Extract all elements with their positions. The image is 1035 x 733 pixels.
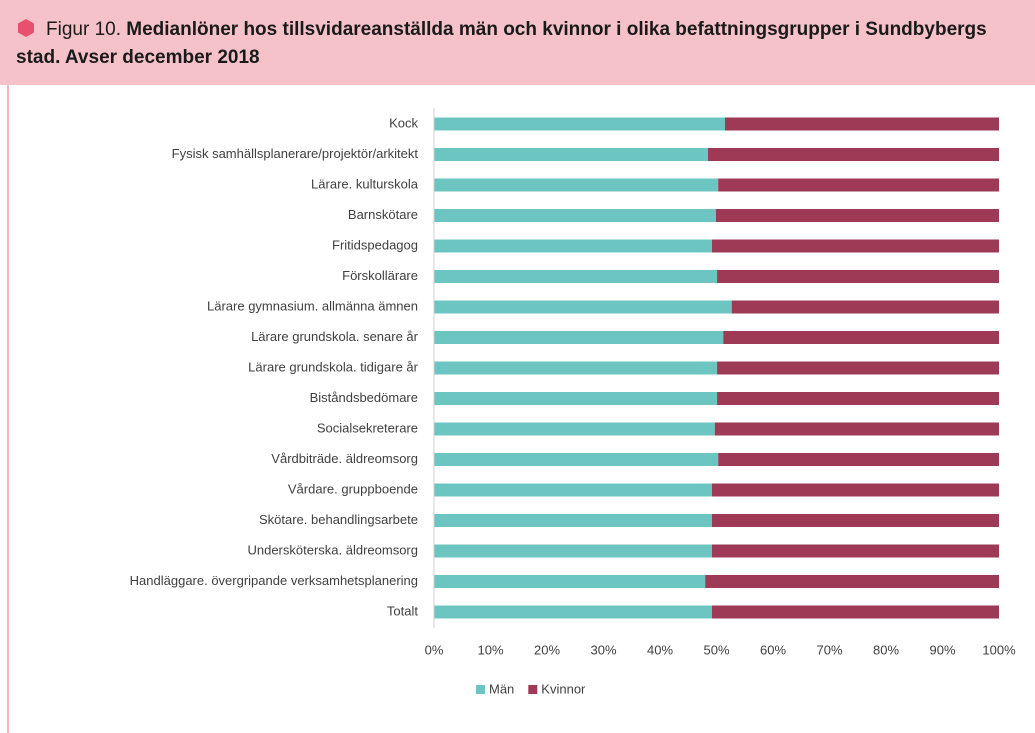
hexagon-icon: [18, 19, 34, 37]
y-tick-label: Biståndsbedömare: [310, 390, 418, 405]
bar-segment: [434, 392, 718, 405]
legend-swatch: [476, 685, 485, 694]
x-tick-label: 60%: [760, 642, 786, 657]
bar-segment: [715, 209, 999, 222]
y-tick-label: Lärare. kulturskola: [311, 176, 419, 191]
bar-segment: [434, 453, 719, 466]
x-tick-label: 0%: [425, 642, 444, 657]
bar-segment: [434, 575, 706, 588]
bar-segment: [723, 331, 999, 344]
bar-segment: [717, 361, 999, 375]
y-tick-label: Socialsekreterare: [317, 420, 418, 435]
y-tick-label: Förskollärare: [342, 268, 418, 283]
bar-segment: [731, 300, 999, 314]
bar-segment: [434, 544, 712, 558]
bar-segment: [708, 148, 999, 161]
y-tick-label: Lärare grundskola. tidigare år: [248, 359, 418, 374]
x-tick-label: 20%: [534, 642, 560, 657]
y-tick-label: Totalt: [387, 603, 418, 618]
bar-segment: [434, 300, 732, 314]
y-tick-label: Barnskötare: [348, 207, 418, 222]
bar-segment: [711, 483, 999, 497]
x-tick-label: 70%: [816, 642, 842, 657]
y-tick-label: Handläggare. övergripande verksamhetspla…: [130, 573, 418, 588]
y-tick-label: Fritidspedagog: [332, 237, 418, 252]
y-tick-label: Vårdare. gruppboende: [288, 481, 418, 496]
bar-segment: [434, 422, 715, 436]
legend-label: Män: [489, 681, 514, 696]
chart-title: Medianlöner hos tillsvidareanställda män…: [16, 19, 987, 68]
bar-segment: [434, 178, 719, 192]
bar-segment: [434, 331, 724, 344]
bar-segment: [724, 117, 999, 131]
y-tick-label: Vårdbiträde. äldreomsorg: [271, 451, 418, 466]
figure-label: Figur 10.: [46, 19, 121, 40]
bar-segment: [434, 239, 712, 253]
bar-segment: [434, 209, 716, 222]
x-tick-label: 90%: [929, 642, 955, 657]
bar-segment: [434, 117, 725, 131]
x-tick-label: 100%: [982, 642, 1016, 657]
bar-segment: [434, 361, 718, 375]
bar-segment: [434, 483, 712, 497]
y-tick-label: Undersköterska. äldreomsorg: [247, 542, 418, 557]
bar-segment: [434, 148, 709, 161]
bar-segment: [711, 514, 999, 527]
bar-segment: [434, 605, 712, 619]
legend-label: Kvinnor: [541, 681, 586, 696]
bar-segment: [711, 605, 999, 619]
bar-segment: [711, 544, 999, 558]
x-tick-label: 40%: [647, 642, 673, 657]
y-tick-label: Lärare grundskola. senare år: [251, 329, 419, 344]
x-tick-label: 80%: [873, 642, 899, 657]
legend-swatch: [528, 685, 538, 694]
bar-segment: [705, 575, 999, 588]
bar-segment: [434, 514, 712, 527]
y-tick-label: Fysisk samhällsplanerare/projektör/arkit…: [172, 146, 419, 161]
bar-segment: [434, 270, 718, 283]
x-tick-label: 30%: [590, 642, 616, 657]
y-tick-label: Lärare gymnasium. allmänna ämnen: [207, 298, 418, 313]
x-tick-label: 10%: [477, 642, 503, 657]
x-tick-label: 50%: [703, 642, 729, 657]
header: Figur 10. Medianlöner hos tillsvidareans…: [0, 0, 1035, 85]
bar-segment: [718, 453, 999, 466]
bar-segment: [711, 239, 999, 253]
bar-segment: [717, 270, 999, 283]
bar-segment: [714, 422, 999, 436]
y-tick-label: Skötare. behandlingsarbete: [259, 512, 418, 527]
left-rule: [7, 85, 9, 733]
bar-segment: [718, 178, 999, 192]
y-tick-label: Kock: [389, 115, 418, 130]
bar-segment: [717, 392, 999, 405]
